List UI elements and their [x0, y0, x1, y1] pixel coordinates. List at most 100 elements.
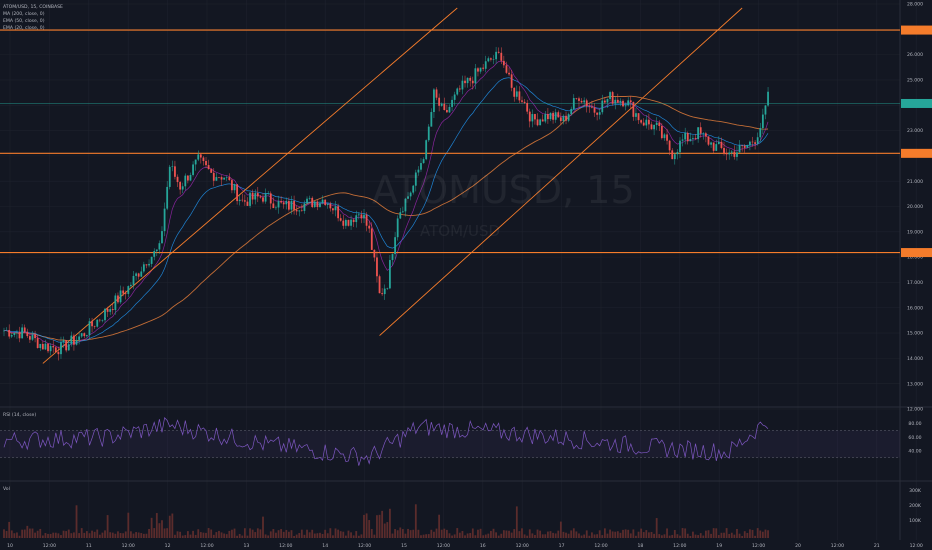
volume-bar	[150, 517, 153, 538]
price-axis-tick: 25.000	[907, 78, 923, 84]
candle-body	[93, 326, 96, 327]
volume-bar	[243, 528, 246, 538]
candle-body	[189, 174, 192, 181]
volume-bar	[425, 534, 428, 538]
legend-ma200: MA (200, close, 0)	[3, 12, 45, 17]
volume-bar	[8, 521, 11, 538]
candle-body	[552, 112, 554, 120]
volume-bar	[733, 534, 736, 538]
candle-body	[168, 166, 171, 187]
volume-bar	[567, 533, 570, 538]
volume-bar	[479, 528, 482, 538]
volume-bar	[738, 533, 741, 538]
volume-bar	[648, 532, 650, 538]
ema50-line	[3, 77, 769, 344]
candle-body	[114, 295, 117, 311]
volume-bar	[267, 535, 270, 538]
candle-body	[536, 119, 539, 126]
candle-body	[603, 100, 606, 103]
volume-bar	[236, 535, 238, 538]
volume-bar	[96, 529, 99, 538]
channel-lower-line	[379, 7, 743, 336]
volume-bar	[311, 529, 314, 538]
volume-bar	[692, 531, 694, 538]
volume-bar	[210, 529, 213, 538]
volume-bar	[580, 535, 583, 538]
candle-body	[181, 186, 184, 190]
candle-body	[500, 52, 503, 61]
candle-body	[313, 201, 316, 208]
candle-body	[243, 200, 246, 202]
candle-body	[425, 140, 428, 160]
watermark-pair: ATOM/USD	[420, 222, 501, 240]
candle-body	[140, 271, 143, 277]
candle-body	[629, 100, 632, 103]
candle-body	[342, 220, 345, 226]
volume-bar	[396, 530, 399, 538]
candle-body	[743, 145, 746, 148]
candle-body	[163, 208, 166, 232]
candle-body	[10, 335, 13, 337]
candle-body	[456, 88, 459, 95]
candle-body	[585, 100, 588, 107]
volume-bar	[339, 531, 342, 538]
candle-body	[523, 101, 526, 103]
candle-body	[352, 219, 355, 223]
volume-bar	[67, 529, 70, 538]
candle-body	[409, 192, 412, 197]
volume-bar	[767, 530, 769, 538]
time-axis-tick: 19	[716, 543, 722, 549]
candle-body	[23, 327, 26, 332]
volume-bar	[228, 530, 231, 538]
volume-bar	[443, 528, 446, 538]
candle-body	[259, 196, 262, 198]
volume-bar	[295, 534, 298, 538]
time-axis-tick: 14	[322, 543, 328, 549]
candle-body	[611, 92, 614, 104]
candle-body	[710, 142, 712, 145]
candle-body	[57, 352, 60, 355]
price-axis-tick: 12.000	[907, 407, 923, 413]
time-axis-tick: 12:00	[437, 543, 450, 549]
candle-body	[16, 332, 18, 333]
candle-body	[98, 319, 101, 321]
volume-bar	[163, 528, 166, 538]
candle-body	[495, 51, 497, 60]
volume-bar	[383, 523, 386, 538]
volume-bar	[218, 530, 220, 538]
volume-bar	[642, 532, 645, 538]
volume-bar	[521, 528, 523, 538]
candle-body	[689, 138, 692, 142]
volume-bar	[225, 534, 228, 538]
volume-bar	[466, 533, 469, 538]
volume-bar	[101, 532, 104, 538]
candle-body	[660, 126, 663, 139]
legend-ema50: EMA (50, close, 0)	[3, 19, 45, 24]
volume-bar	[596, 534, 599, 538]
candle-body	[697, 127, 700, 140]
candle-body	[34, 334, 36, 339]
volume-bar	[728, 533, 731, 538]
candle-body	[694, 138, 697, 140]
candle-body	[712, 142, 715, 151]
candle-body	[756, 137, 759, 144]
volume-bar	[381, 510, 384, 538]
volume-bar	[622, 529, 624, 538]
time-axis-tick: 12:00	[752, 543, 765, 549]
candle-body	[505, 65, 508, 73]
candle-body	[357, 214, 360, 216]
candle-body	[622, 100, 624, 107]
candle-body	[751, 141, 754, 143]
volume-bar	[433, 531, 435, 538]
volume-bar	[495, 532, 497, 538]
candle-body	[70, 335, 73, 345]
candle-body	[52, 345, 55, 348]
candle-body	[148, 263, 150, 266]
candle-body	[241, 199, 244, 201]
volume-bar	[464, 535, 466, 538]
candle-body	[54, 347, 57, 353]
candle-body	[554, 112, 557, 120]
volume-bar	[702, 535, 705, 538]
volume-bar	[764, 529, 767, 538]
